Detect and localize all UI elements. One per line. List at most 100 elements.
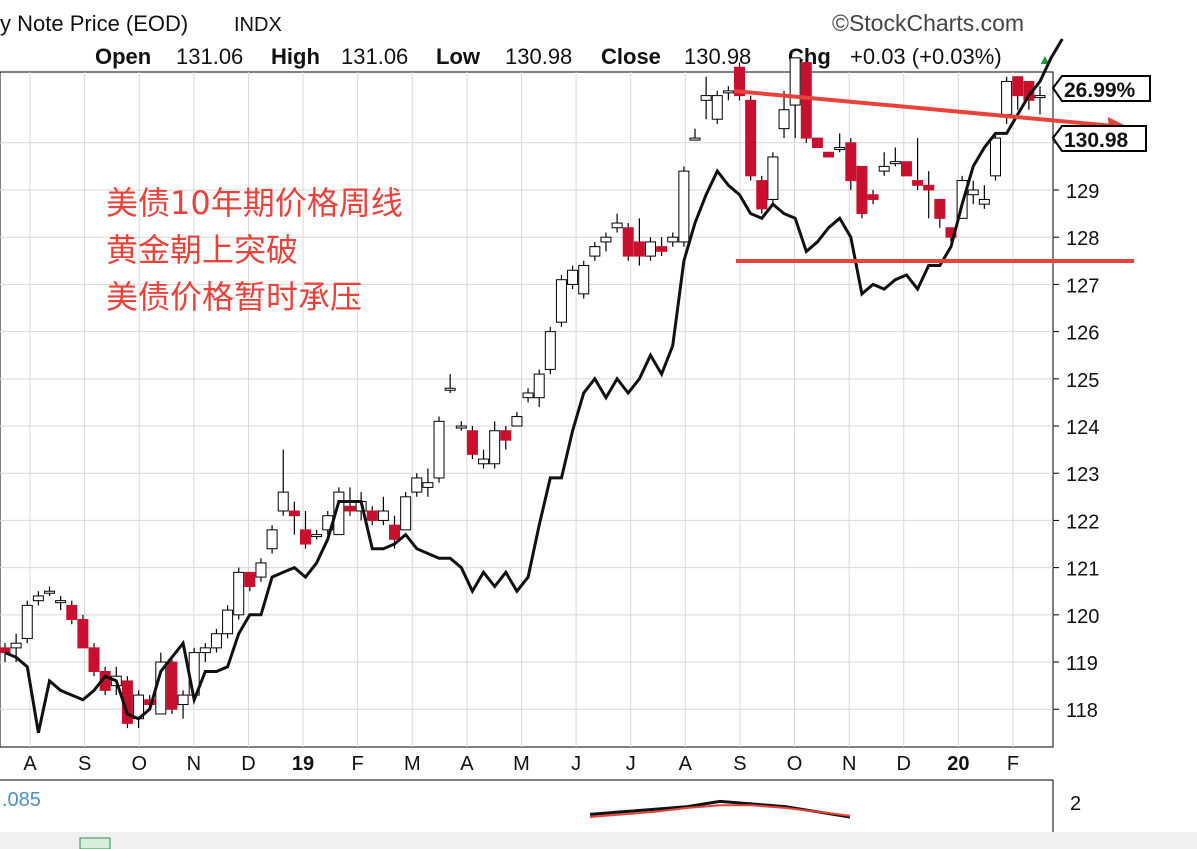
candle xyxy=(266,525,278,554)
index-tag: INDX xyxy=(234,14,282,36)
candle xyxy=(978,185,990,209)
candle xyxy=(912,138,924,191)
candle-body xyxy=(734,66,746,97)
candle xyxy=(511,411,523,427)
x-tick-label: M xyxy=(404,753,421,775)
y-tick-label: 126 xyxy=(1066,323,1099,345)
x-tick-label: D xyxy=(241,753,255,775)
x-tick-label: A xyxy=(23,753,37,775)
open-value: 131.06 xyxy=(176,44,243,69)
candle xyxy=(889,147,901,167)
chg-value: +0.03 (+0.03%) xyxy=(850,44,1002,69)
candle xyxy=(377,496,389,526)
candle xyxy=(1034,86,1046,115)
lower-panel-line-red xyxy=(589,804,851,818)
candle-body xyxy=(21,604,33,639)
candle xyxy=(222,605,234,639)
close-value: 130.98 xyxy=(684,44,751,69)
candle-body xyxy=(856,165,868,215)
x-tick-label: O xyxy=(787,753,803,775)
candle-body xyxy=(700,95,712,101)
candle-body xyxy=(878,165,890,172)
candle xyxy=(544,326,556,375)
taskbar-app-icon[interactable] xyxy=(79,837,111,849)
candle-body xyxy=(489,430,501,465)
candle xyxy=(578,260,590,299)
candle xyxy=(856,165,868,219)
candle-body xyxy=(578,265,590,295)
x-tick-label: N xyxy=(842,753,856,775)
candle-body xyxy=(889,161,901,165)
candle xyxy=(366,506,378,526)
candle-body xyxy=(455,425,467,429)
candle-body xyxy=(711,95,723,120)
candle xyxy=(88,643,100,677)
gridlines xyxy=(0,72,1053,747)
candle-body xyxy=(1034,95,1046,99)
overlay-annotation: 美债10年期价格周线 黄金朝上突破 美债价格暂时承压 xyxy=(106,184,403,316)
x-tick-label: S xyxy=(78,753,91,775)
candle xyxy=(667,232,679,247)
candle xyxy=(834,133,846,153)
candle-body xyxy=(834,147,846,151)
candle xyxy=(555,274,567,327)
candle-body xyxy=(845,142,857,182)
candle xyxy=(299,510,311,549)
candle-body xyxy=(32,595,44,602)
candle-body xyxy=(923,184,935,191)
y-tick-label: 120 xyxy=(1066,606,1099,628)
annotation-line-3: 美债价格暂时承压 xyxy=(106,278,362,316)
candle-body xyxy=(500,430,512,441)
resistance-trendline xyxy=(733,89,1126,129)
candle-body xyxy=(745,99,757,177)
x-tick-label: S xyxy=(733,753,746,775)
candle xyxy=(633,218,645,266)
candle xyxy=(55,595,67,611)
candle-body xyxy=(166,661,178,710)
high-label: High xyxy=(271,44,320,69)
open-label: Open xyxy=(95,44,151,69)
candlestick-series xyxy=(0,57,1046,729)
candle-body xyxy=(789,57,801,106)
candle xyxy=(255,558,267,582)
candle xyxy=(400,492,412,531)
candle xyxy=(567,265,579,290)
candle xyxy=(233,567,245,620)
x-tick-label: 20 xyxy=(947,753,969,775)
candle-body xyxy=(210,633,222,649)
candle xyxy=(923,171,935,219)
y-tick-label: 119 xyxy=(1066,653,1098,675)
candle xyxy=(967,180,979,205)
y-tick-label: 128 xyxy=(1066,228,1099,250)
candle-body xyxy=(377,510,389,521)
candle xyxy=(422,468,434,497)
pct-tag-value: 26.99% xyxy=(1064,79,1136,102)
candle xyxy=(711,90,723,124)
candle xyxy=(44,586,56,596)
candle-body xyxy=(800,62,812,139)
y-tick-label: 123 xyxy=(1066,464,1099,486)
y-tick-label: 122 xyxy=(1066,511,1099,533)
candle-body xyxy=(199,647,211,654)
candle xyxy=(900,161,912,177)
low-value: 130.98 xyxy=(505,44,572,69)
candle-body xyxy=(555,279,567,323)
x-tick-label: J xyxy=(571,753,581,775)
candle-body xyxy=(633,241,645,257)
candle-body xyxy=(288,510,300,517)
gold-overlay-line xyxy=(4,38,1064,734)
candle xyxy=(722,86,734,101)
candle xyxy=(689,128,701,141)
candle-body xyxy=(967,189,979,196)
x-tick-label: N xyxy=(187,753,201,775)
candle-body xyxy=(44,590,56,594)
candle-body xyxy=(411,477,423,493)
lower-panel-value: .085 xyxy=(2,789,41,811)
candle xyxy=(0,643,11,663)
low-label: Low xyxy=(436,44,481,69)
chart-title: y Note Price (EOD) xyxy=(0,11,188,36)
x-tick-label: A xyxy=(460,753,474,775)
price-tag-value: 130.98 xyxy=(1064,129,1129,152)
candle-body xyxy=(344,505,356,512)
candle-body xyxy=(266,529,278,550)
